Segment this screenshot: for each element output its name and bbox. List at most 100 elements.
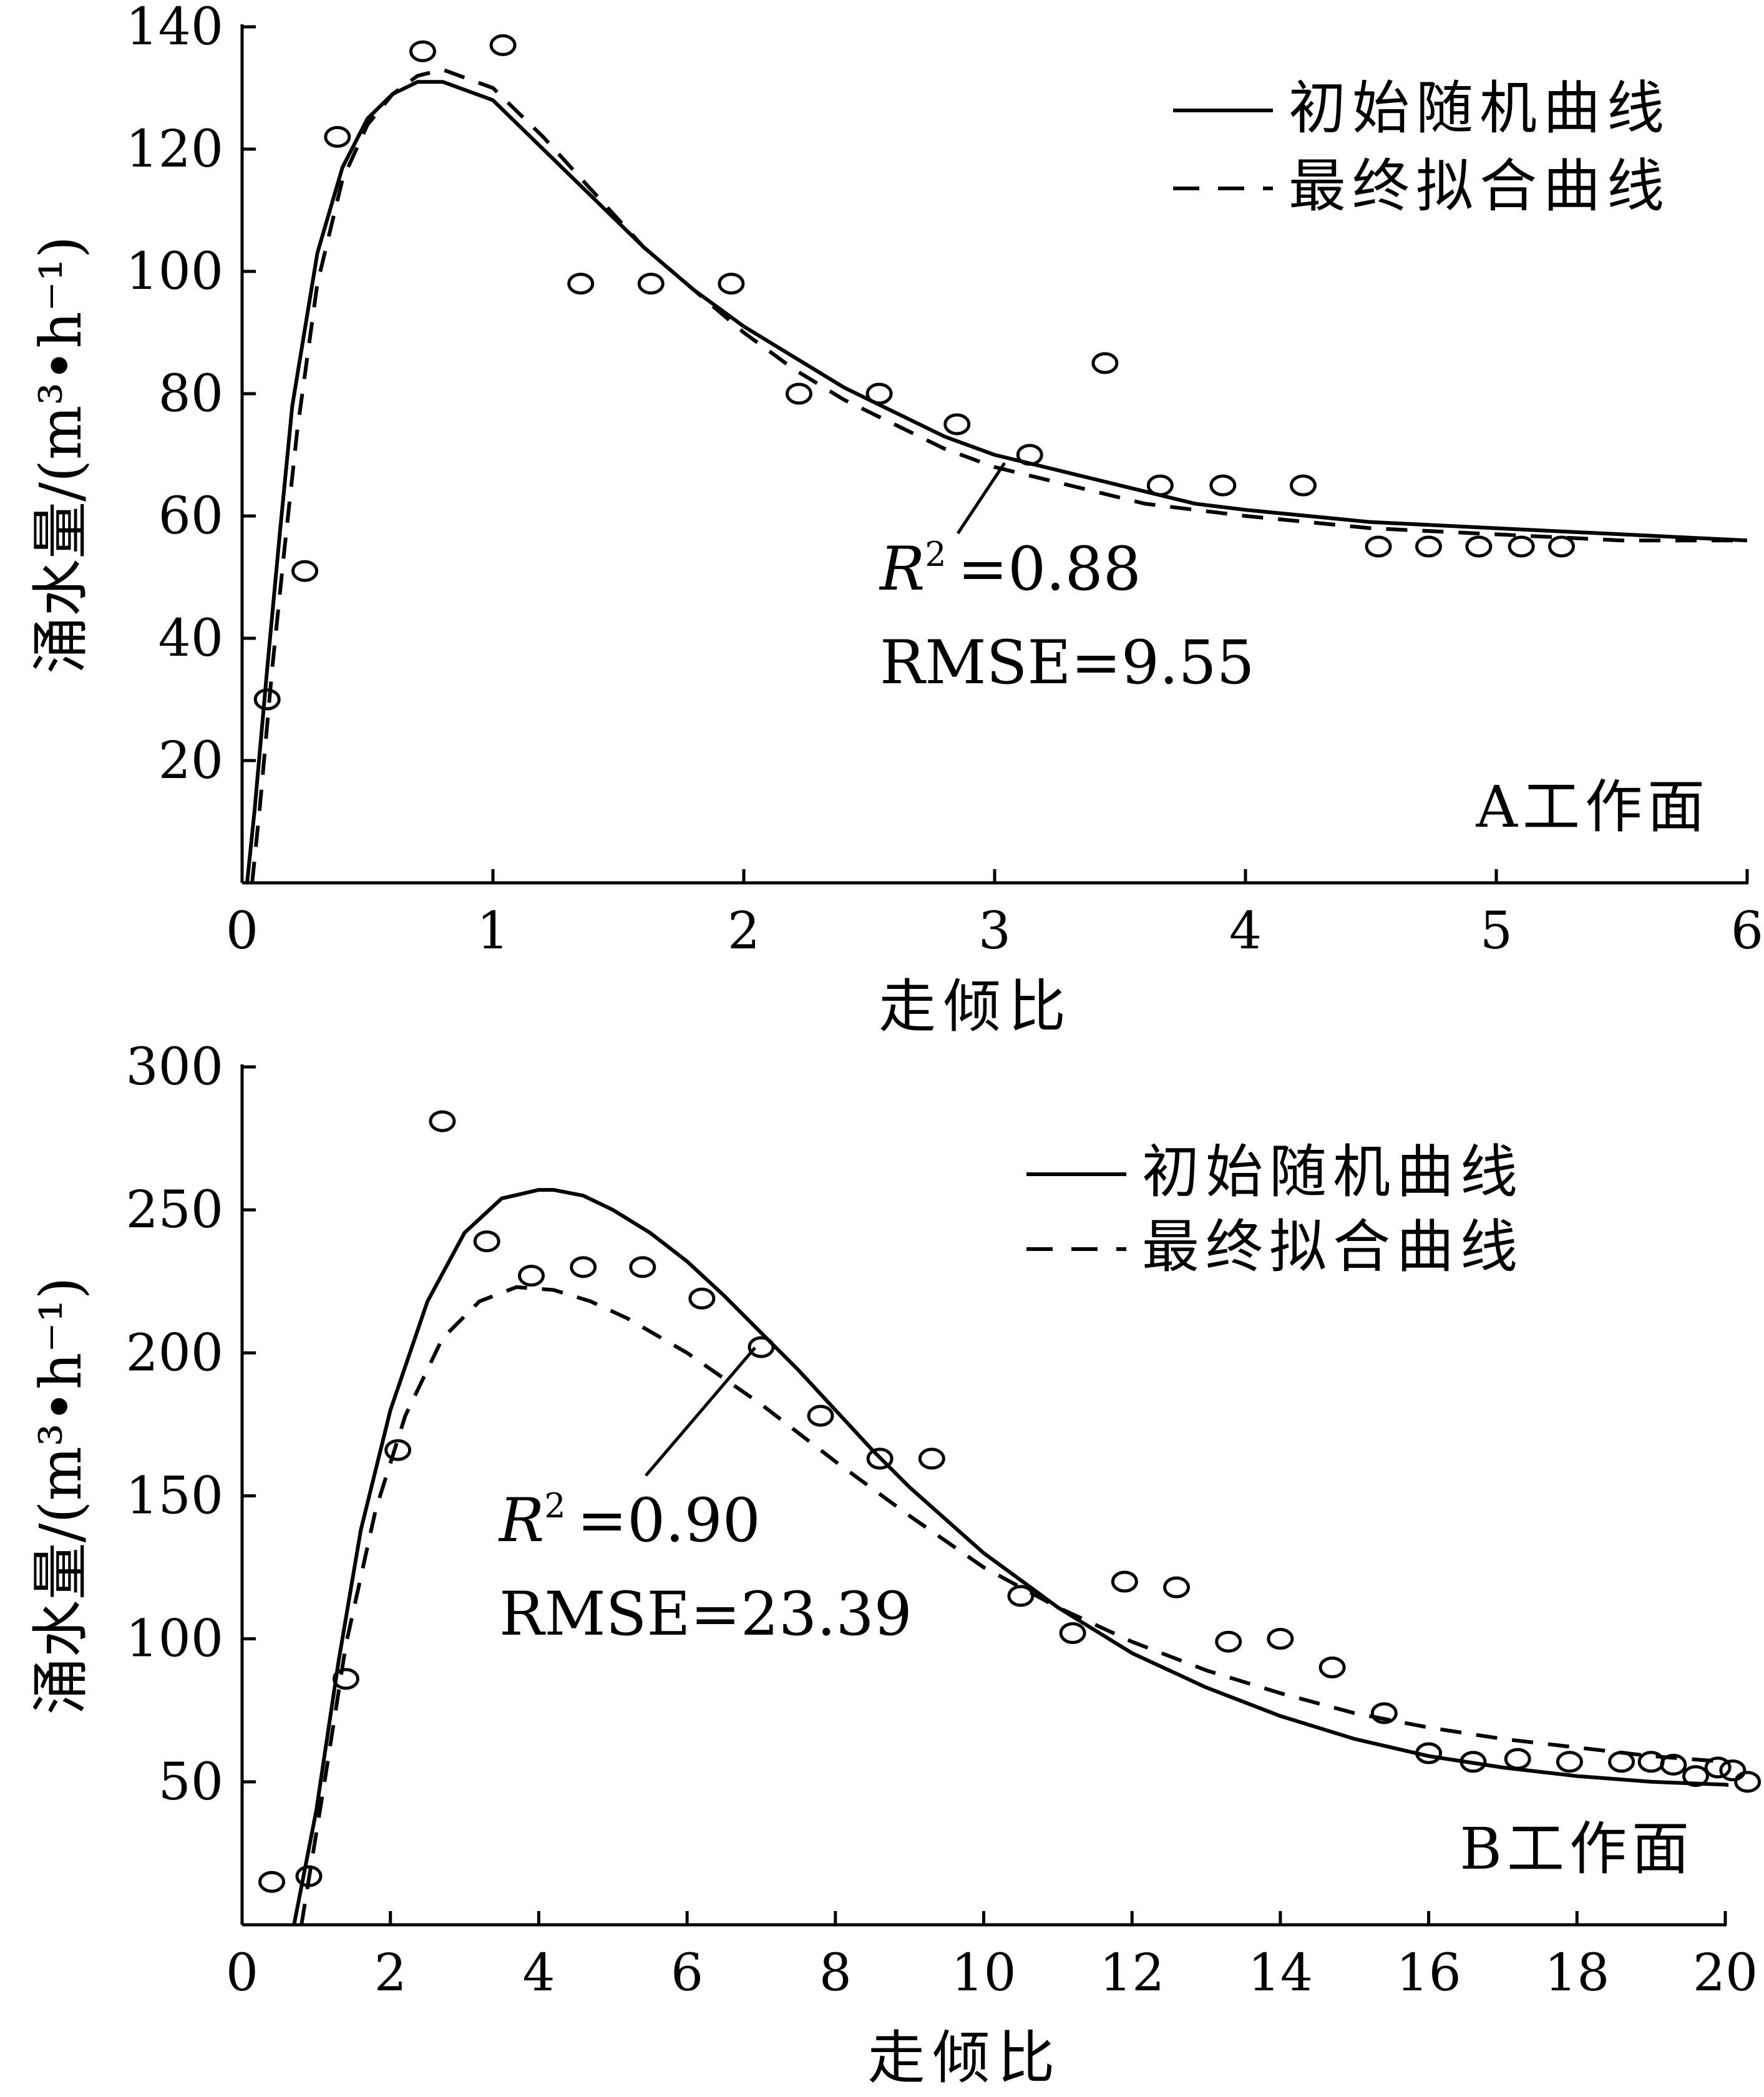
x-tick-label: 0 (226, 1944, 258, 2003)
x-tick-label: 20 (1693, 1944, 1758, 2003)
y-tick-label: 140 (125, 0, 223, 57)
data-point (1459, 1751, 1487, 1773)
data-point (1682, 1765, 1709, 1788)
panel-label: A工作面 (1476, 774, 1710, 840)
data-point (1704, 1756, 1732, 1779)
data-point (629, 1256, 656, 1278)
data-point (429, 1110, 456, 1132)
data-point (1370, 1702, 1398, 1725)
data-point (1508, 535, 1535, 558)
x-tick-label: 4 (1229, 902, 1262, 961)
data-point (688, 1287, 716, 1310)
y-axis-label: 涌水量/(m³•h⁻¹) (27, 1277, 94, 1715)
x-tick-label: 2 (728, 902, 760, 961)
data-point (865, 382, 893, 405)
data-point (253, 688, 281, 711)
x-tick-label: 6 (1731, 902, 1763, 961)
chart-panel-b: 0 2 4 6 8 10 12 14 16 18 20 50 100 150 200 250 300 走倾比 涌水量… (27, 1038, 1762, 2091)
data-point (1415, 535, 1442, 558)
data-point (1734, 1771, 1762, 1793)
chart-panel-a: 0 1 2 3 4 5 6 20 40 60 80 100 120 140 走倾比 涌水量/(m³•h⁻¹) 初… (27, 0, 1763, 1040)
data-point (1289, 474, 1317, 497)
data-point (1007, 1585, 1035, 1607)
data-point (785, 382, 812, 405)
data-point (473, 1230, 500, 1253)
data-point (518, 1265, 545, 1287)
data-point (1318, 1657, 1346, 1678)
data-point (1209, 474, 1237, 497)
data-point (943, 413, 971, 435)
r-squared-superscript: 2 (925, 535, 946, 574)
data-point (1267, 1628, 1294, 1650)
data-point (1215, 1630, 1242, 1653)
data-point (918, 1447, 945, 1470)
data-point (1660, 1753, 1687, 1776)
data-point (295, 1865, 323, 1887)
data-point (807, 1404, 834, 1427)
y-tick-label: 100 (125, 1610, 223, 1669)
x-tick-label: 6 (671, 1944, 703, 2003)
y-tick-label: 50 (158, 1753, 223, 1812)
r-squared-symbol: R (498, 1486, 544, 1555)
x-axis-label: 走倾比 (879, 973, 1073, 1040)
y-tick-label: 300 (125, 1038, 223, 1097)
data-point (409, 40, 436, 62)
data-point (489, 34, 517, 56)
legend-label: 初始随机曲线 (1142, 1139, 1524, 1205)
r-squared-label: R2 =0.88 (879, 534, 1141, 604)
x-axis-label: 走倾比 (867, 2025, 1062, 2091)
rmse-label: RMSE=9.55 (880, 628, 1255, 698)
data-point (332, 1668, 359, 1690)
data-point (1608, 1751, 1635, 1773)
legend-label: 初始随机曲线 (1289, 75, 1670, 142)
data-point (637, 273, 665, 295)
data-point (1163, 1576, 1191, 1598)
data-point (567, 273, 595, 295)
x-tick-label: 4 (522, 1944, 555, 2003)
x-tick-label: 5 (1480, 902, 1513, 961)
data-point (748, 1336, 775, 1358)
y-tick-label: 120 (125, 120, 223, 179)
data-point (866, 1447, 894, 1470)
data-point (324, 125, 351, 148)
x-tick-label: 16 (1396, 1944, 1461, 2003)
y-tick-label: 250 (125, 1180, 223, 1240)
data-point (1637, 1751, 1665, 1773)
data-point (384, 1439, 412, 1461)
data-point (1465, 535, 1493, 558)
x-tick-label: 10 (951, 1944, 1016, 2003)
y-tick-label: 200 (125, 1323, 223, 1383)
series-line-fitted (250, 67, 1747, 883)
panel-label: B工作面 (1459, 1816, 1694, 1882)
data-point (1146, 474, 1174, 497)
data-point (1719, 1759, 1747, 1781)
y-tick-label: 20 (158, 731, 223, 791)
y-tick-label: 80 (158, 364, 223, 424)
r-squared-value: =0.88 (958, 534, 1141, 604)
r-squared-value: =0.90 (577, 1486, 761, 1555)
data-point (570, 1256, 597, 1278)
data-point (1556, 1751, 1583, 1773)
y-axis-label: 涌水量/(m³•h⁻¹) (27, 236, 94, 674)
y-tick-label: 150 (125, 1467, 223, 1526)
rmse-label: RMSE=23.39 (499, 1579, 912, 1649)
r-squared-label: R2 =0.90 (498, 1486, 761, 1555)
data-point (1016, 444, 1043, 466)
x-tick-label: 18 (1544, 1944, 1609, 2003)
data-point (1111, 1570, 1138, 1593)
x-tick-label: 2 (374, 1944, 407, 2003)
y-tick-label: 40 (158, 609, 223, 668)
r-squared-superscript: 2 (544, 1486, 565, 1525)
x-tick-label: 14 (1248, 1944, 1313, 2003)
data-point (258, 1871, 286, 1893)
r-squared-symbol: R (879, 534, 925, 604)
data-point (1365, 535, 1392, 558)
series-line-initial (292, 1188, 1728, 1925)
data-point (1504, 1748, 1531, 1770)
data-point (1415, 1742, 1443, 1764)
x-tick-label: 8 (819, 1944, 852, 2003)
x-tick-label: 12 (1099, 1944, 1164, 2003)
x-tick-label: 0 (226, 902, 258, 961)
